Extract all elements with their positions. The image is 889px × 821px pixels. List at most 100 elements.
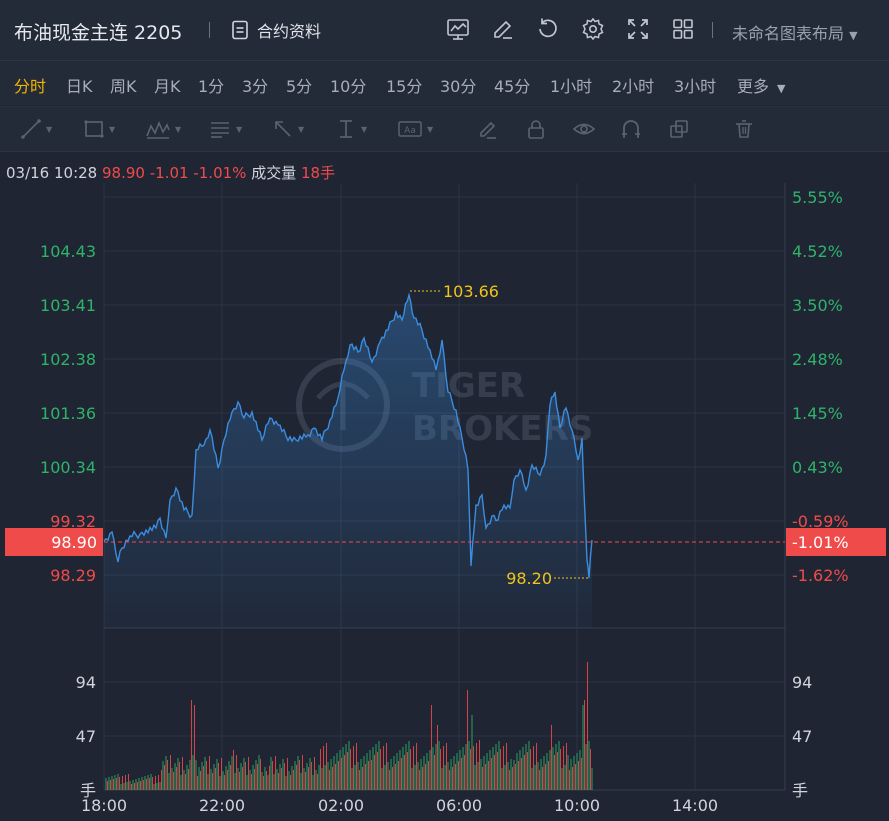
tab-period-5[interactable]: 3分 (242, 77, 269, 96)
x-tick: 14:00 (672, 796, 718, 815)
tab-period-9[interactable]: 30分 (440, 77, 477, 96)
tab-period-10[interactable]: 45分 (494, 77, 531, 96)
divider (209, 22, 210, 38)
text-tool[interactable]: Aa ▼ (397, 117, 433, 141)
tab-period-13[interactable]: 3小时 (674, 77, 717, 96)
x-tick: 10:00 (554, 796, 600, 815)
y-right-tick: 1.45% (792, 404, 843, 423)
y-left-tick: 103.41 (40, 296, 96, 315)
tab-period-7[interactable]: 10分 (330, 77, 367, 96)
divider (712, 22, 713, 38)
y-left-tick: 102.38 (40, 350, 96, 369)
magnet-icon (622, 120, 640, 138)
x-tick: 18:00 (81, 796, 127, 815)
trend-line-icon (21, 119, 41, 139)
tab-period-1[interactable]: 日K (66, 77, 93, 96)
visibility-tool[interactable] (572, 117, 596, 141)
volume-tick-right: 手 (792, 781, 808, 800)
x-tick: 06:00 (436, 796, 482, 815)
quote-summary: 03/16 10:28 98.90 -1.01 -1.01% 成交量 18手 (6, 162, 335, 183)
volume-tick-left: 手 (80, 781, 96, 800)
quote-volume: 18手 (301, 164, 336, 182)
volume-bars (105, 662, 593, 790)
lock-icon (528, 120, 544, 139)
volume-tick-left: 47 (76, 727, 96, 746)
tab-period-2[interactable]: 周K (110, 77, 137, 96)
chevron-down-icon: ▼ (849, 29, 858, 42)
magnet-tool[interactable] (620, 117, 642, 141)
eye-icon (572, 123, 596, 135)
lock-tool[interactable] (525, 117, 547, 141)
contract-info-button[interactable]: 合约资料 (231, 18, 321, 42)
edit-icon[interactable] (490, 16, 516, 42)
trend-line-tool[interactable]: ▼ (20, 117, 52, 141)
contract-info-label: 合约资料 (257, 22, 322, 41)
measure-tool[interactable]: ▼ (335, 117, 367, 141)
tab-period-6[interactable]: 5分 (286, 77, 313, 96)
y-left-tick: 101.36 (40, 404, 96, 423)
layout-select[interactable]: 未命名图表布局 ▼ (732, 20, 858, 44)
layout-label: 未命名图表布局 (732, 24, 845, 43)
reset-icon[interactable] (535, 16, 561, 42)
page-title: 布油现金主连 2205 (14, 22, 183, 44)
high-price-label: 103.66 (443, 282, 499, 301)
tab-period-3[interactable]: 月K (154, 77, 181, 96)
chart-template-icon[interactable] (445, 16, 471, 42)
caret-down-icon: ▼ (109, 124, 116, 134)
tab-period-4[interactable]: 1分 (198, 77, 225, 96)
tab-period-11[interactable]: 1小时 (550, 77, 593, 96)
quote-datetime: 03/16 10:28 (6, 164, 98, 182)
caret-down-icon: ▼ (175, 124, 182, 134)
y-left-tick: 104.43 (40, 242, 96, 261)
drawing-toolbar: ▼ ▼ ▼ ▼ ▼ ▼ Aa ▼ (0, 106, 889, 152)
brush-icon (480, 121, 496, 139)
wave-tool[interactable]: ▼ (145, 117, 181, 141)
y-right-tick: 4.52% (792, 242, 843, 261)
y-right-tick: 5.55% (792, 188, 843, 207)
quote-change: -1.01 (149, 164, 189, 182)
y-right-tick: 0.43% (792, 458, 843, 477)
y-right-tick: 3.50% (792, 296, 843, 315)
tab-period-12[interactable]: 2小时 (612, 77, 655, 96)
fullscreen-icon[interactable] (625, 16, 651, 42)
brush-tool[interactable] (477, 117, 499, 141)
caret-down-icon: ▼ (361, 124, 368, 134)
rectangle-tool[interactable]: ▼ (83, 117, 115, 141)
tab-period-0[interactable]: 分时 (14, 77, 47, 96)
current-pct-tag (786, 528, 886, 556)
header: 布油现金主连 2205 合约资料 未命名图表布局 ▼ (0, 0, 889, 61)
y-right-tick: -1.62% (792, 566, 849, 585)
low-price-label: 98.20 (506, 569, 552, 588)
y-left-tick: 98.29 (50, 566, 96, 585)
y-left-tick: 100.34 (40, 458, 96, 477)
settings-icon[interactable] (580, 16, 606, 42)
svg-text:Aa: Aa (404, 126, 416, 136)
x-tick: 22:00 (199, 796, 245, 815)
arrow-tool[interactable]: ▼ (272, 117, 304, 141)
caret-down-icon: ▼ (236, 124, 243, 134)
x-tick: 02:00 (318, 796, 364, 815)
copy-tool[interactable] (668, 117, 690, 141)
grid-layout-icon[interactable] (670, 16, 696, 42)
trash-icon (736, 120, 752, 138)
quote-price: 98.90 (102, 164, 145, 182)
caret-down-icon: ▼ (427, 124, 434, 134)
arrow-icon (275, 121, 291, 137)
y-left-tick: 99.32 (50, 512, 96, 531)
document-icon (232, 20, 248, 40)
tab-period-14[interactable]: 更多 ▼ (737, 77, 786, 96)
current-price-tag (5, 528, 103, 556)
caret-down-icon: ▼ (298, 124, 305, 134)
period-tabs: 分时 日K 周K 月K 1分 3分 5分 10分 15分 30分 45分 1小时 2小时 3小时 更多 ▼ (0, 61, 889, 105)
current-pct-label: -1.01% (792, 533, 849, 552)
y-right-tick: 2.48% (792, 350, 843, 369)
volume-label: 成交量 (251, 164, 297, 182)
price-line (103, 292, 593, 579)
fibonacci-tool[interactable]: ▼ (208, 117, 242, 141)
caret-down-icon: ▼ (46, 124, 53, 134)
measure-icon (340, 120, 352, 138)
text-box-icon: Aa (398, 121, 422, 137)
delete-tool[interactable] (733, 117, 755, 141)
tab-period-8[interactable]: 15分 (386, 77, 423, 96)
